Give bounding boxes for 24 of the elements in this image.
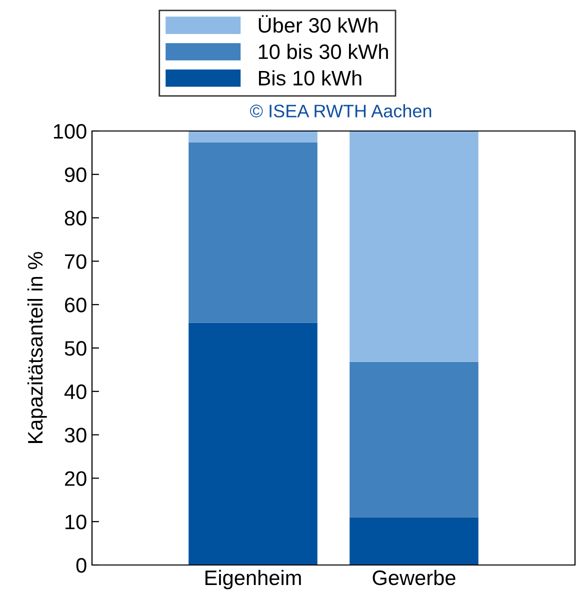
- y-tick-label: 80: [64, 210, 86, 226]
- bar: [350, 362, 478, 518]
- legend-label: Bis 10 kWh: [258, 70, 362, 86]
- text: © ISEA RWTH Aachen: [250, 104, 432, 118]
- y-tick-label: 100: [54, 124, 86, 139]
- bar: [350, 517, 478, 565]
- y-tick-label: 40: [64, 384, 86, 400]
- bar: [350, 131, 478, 362]
- bar: [188, 142, 318, 323]
- y-tick-label: 50: [64, 341, 86, 356]
- bar: [188, 131, 318, 142]
- x-tick-label: Gewerbe: [372, 570, 456, 586]
- y-tick-label: 70: [65, 254, 86, 269]
- legend-label: Über 30 kWh: [258, 15, 378, 33]
- y-tick-label: 0: [76, 558, 86, 573]
- y-tick-label: 60: [65, 298, 86, 312]
- y-tick-label: 90: [64, 167, 86, 182]
- y-tick-label: 20: [65, 471, 86, 486]
- y-tick-label: 30: [64, 428, 86, 443]
- x-tick-label: Eigenheim: [205, 570, 301, 590]
- legend-label: 10 bis 30 kWh: [258, 44, 388, 60]
- y-axis-title: Kapazitätsanteil in %: [27, 252, 47, 443]
- y-tick-label: 10: [66, 514, 86, 530]
- bar: [188, 322, 318, 565]
